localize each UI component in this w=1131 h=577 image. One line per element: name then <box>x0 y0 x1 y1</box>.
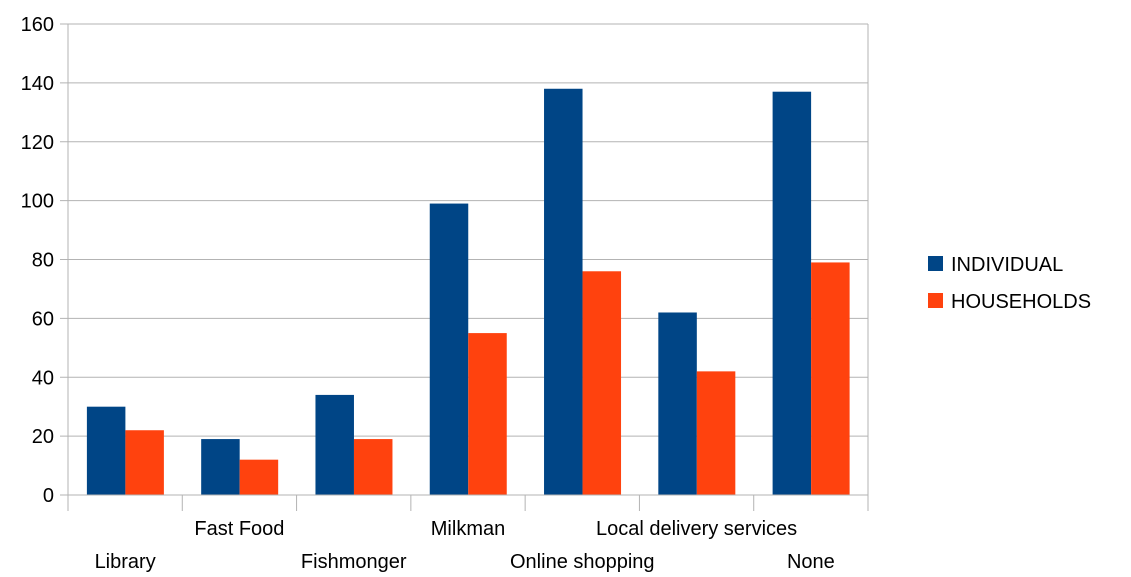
y-tick-label: 20 <box>32 426 54 448</box>
x-category-label: Local delivery services <box>596 518 797 540</box>
bar-households-milkman <box>468 333 507 495</box>
bar-individual-fishmonger <box>315 394 354 495</box>
y-tick-label: 120 <box>21 132 54 154</box>
bar-households-library <box>125 430 164 495</box>
y-tick-label: 60 <box>32 308 54 330</box>
legend: INDIVIDUAL HOUSEHOLDS <box>928 254 1091 313</box>
legend-swatch-individual <box>928 256 943 271</box>
bar-individual-local-delivery-services <box>658 312 697 495</box>
y-tick-label: 160 <box>21 14 54 36</box>
legend-label-households: HOUSEHOLDS <box>951 291 1091 313</box>
x-category-label: None <box>787 551 835 573</box>
x-category-label: Library <box>95 551 156 573</box>
x-category-label: Fishmonger <box>301 551 407 573</box>
bar-individual-none <box>772 91 812 496</box>
bar-individual-milkman <box>429 203 469 495</box>
bar-households-fast-food <box>239 459 279 495</box>
bar-households-online-shopping <box>582 271 622 495</box>
bar-individual-library <box>86 406 126 495</box>
y-tick-label: 100 <box>21 191 54 213</box>
y-tick-label: 80 <box>32 250 54 272</box>
bar-households-fishmonger <box>353 439 393 495</box>
bar-individual-online-shopping <box>544 88 583 495</box>
y-tick-label: 40 <box>32 367 54 389</box>
y-tick-label: 0 <box>43 485 54 507</box>
bar-households-local-delivery-services <box>696 371 736 495</box>
x-category-label: Fast Food <box>194 518 284 540</box>
legend-label-individual: INDIVIDUAL <box>951 254 1063 276</box>
legend-swatch-households <box>928 293 943 308</box>
x-category-label: Milkman <box>431 518 505 540</box>
y-tick-label: 140 <box>21 73 54 95</box>
x-category-label: Online shopping <box>510 551 655 573</box>
bar-individual-fast-food <box>201 439 240 495</box>
bar-households-none <box>811 262 850 495</box>
plot-area: 0 20 40 60 80 100 120 140 160 Library Fast Food Fis… <box>21 14 869 573</box>
